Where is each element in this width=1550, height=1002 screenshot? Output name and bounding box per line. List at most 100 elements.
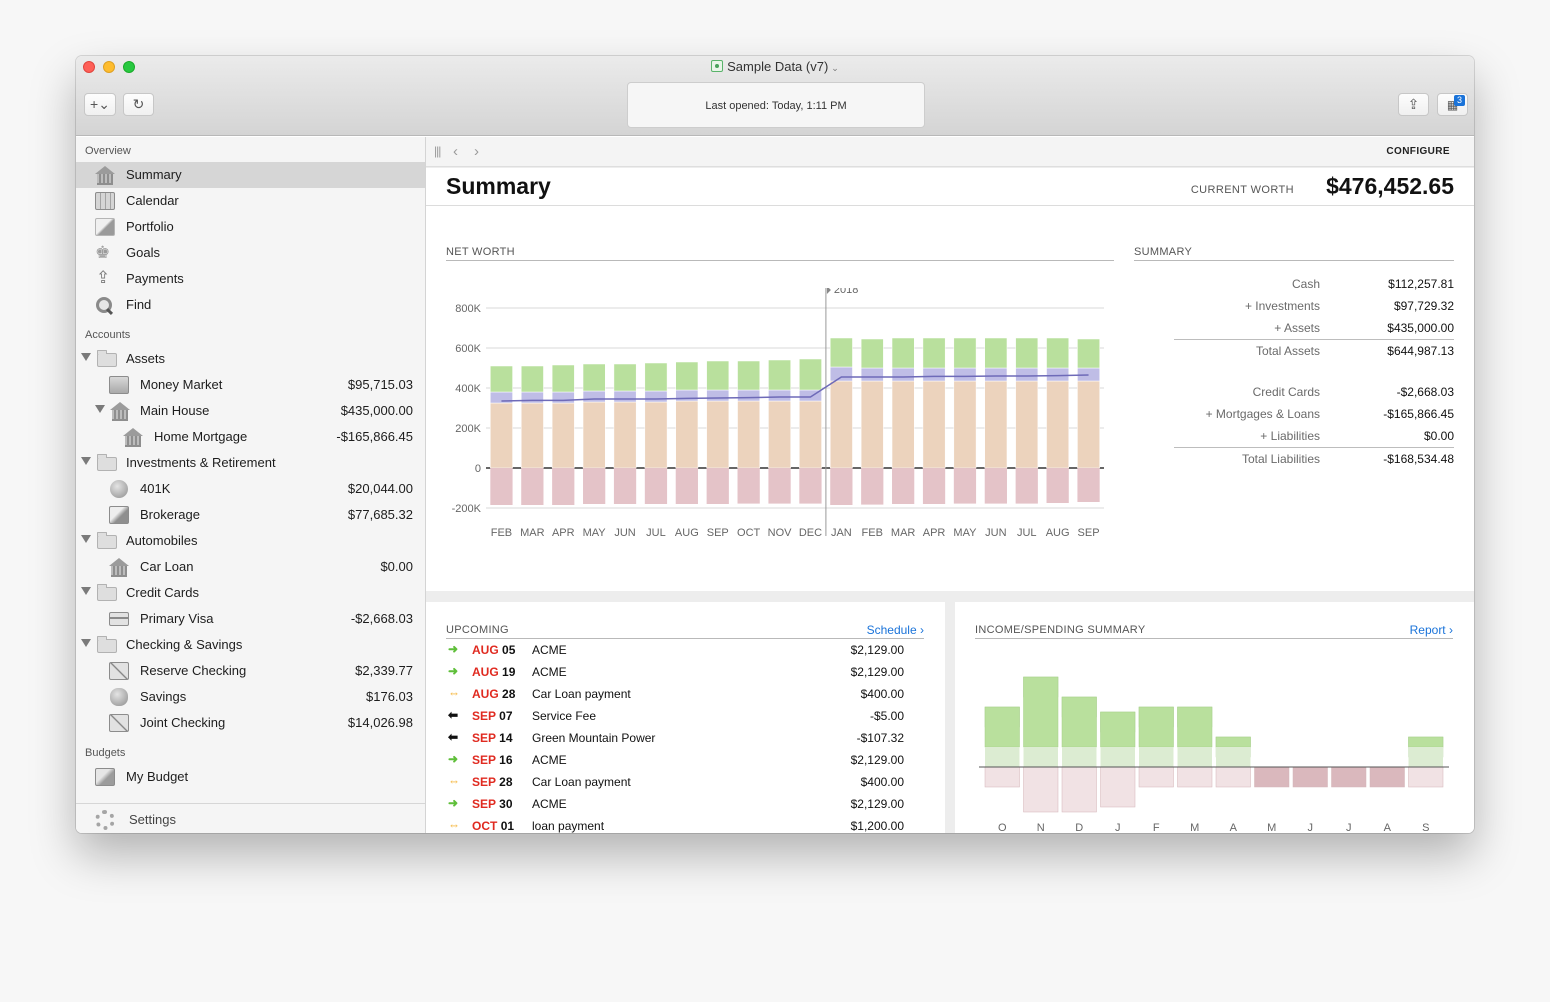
upcoming-row[interactable]: ⬅ SEP 07 Service Fee -$5.00 — [446, 705, 924, 727]
account-main-house[interactable]: Main House $435,000.00 — [76, 398, 425, 424]
disclosure-triangle-icon[interactable] — [81, 353, 91, 361]
net-worth-bar-segment — [829, 380, 853, 469]
configure-button[interactable]: CONFIGURE — [1386, 146, 1450, 157]
account-reserve-checking[interactable]: Reserve Checking $2,339.77 — [76, 658, 425, 684]
net-worth-bar-segment — [644, 390, 668, 403]
upcoming-date: SEP 07 — [472, 709, 513, 723]
disclosure-triangle-icon[interactable] — [95, 405, 105, 413]
liability-bar — [552, 468, 575, 505]
forward-arrow-icon[interactable]: › — [474, 143, 479, 160]
account-label: Home Mortgage — [154, 429, 248, 444]
minimize-window-button[interactable] — [103, 61, 115, 73]
zoom-window-button[interactable] — [123, 61, 135, 73]
upcoming-title: UPCOMING — [446, 624, 924, 639]
document-title[interactable]: Sample Data (v7) ⌄ — [76, 59, 1474, 74]
x-tick-label: SEP — [1078, 527, 1100, 539]
upcoming-date: SEP 14 — [472, 731, 513, 745]
sidebar-item-portfolio[interactable]: Portfolio — [76, 214, 425, 240]
net-worth-bar-segment — [984, 367, 1008, 382]
account-joint-checking[interactable]: Joint Checking $14,026.98 — [76, 710, 425, 736]
x-tick-label: D — [1075, 822, 1083, 833]
account-group-credit-cards[interactable]: Credit Cards — [76, 580, 425, 606]
upcoming-payee: loan payment — [532, 819, 605, 833]
sidebar-item-calendar[interactable]: Calendar — [76, 188, 425, 214]
account-balance: $176.03 — [366, 689, 413, 704]
refresh-button[interactable]: ↻ — [123, 93, 154, 116]
net-worth-chart[interactable]: 800K 600K 400K 200K 0 -200K 2018 FEB MAR APR MAY JU… — [436, 288, 1116, 568]
account-label: Main House — [140, 403, 210, 418]
tray-upload-icon: ⇪ — [1407, 96, 1420, 112]
disclosure-triangle-icon[interactable] — [81, 639, 91, 647]
sidebar-item-summary[interactable]: Summary — [76, 162, 425, 188]
add-button[interactable]: +⌄ — [84, 93, 116, 116]
account-money-market[interactable]: Money Market $95,715.03 — [76, 372, 425, 398]
summary-value: $0.00 — [1423, 429, 1454, 443]
export-button[interactable]: ⇪ — [1398, 93, 1429, 116]
x-tick-label: DEC — [799, 527, 822, 539]
transfer-arrow-icon: ⇔ — [448, 818, 460, 832]
sidebar-item-label: My Budget — [126, 769, 189, 784]
account-label: Credit Cards — [126, 585, 199, 600]
trophy-icon: ♚ — [95, 243, 111, 262]
calendar-icon — [95, 192, 115, 210]
account-group-automobiles[interactable]: Automobiles — [76, 528, 425, 554]
account-car-loan[interactable]: Car Loan $0.00 — [76, 554, 425, 580]
bank-icon — [109, 558, 129, 577]
upcoming-payee: Green Mountain Power — [532, 731, 656, 745]
disclosure-triangle-icon[interactable] — [81, 535, 91, 543]
upcoming-row[interactable]: ➜ AUG 19 ACME $2,129.00 — [446, 661, 924, 683]
net-worth-bar-segment — [799, 400, 822, 469]
account-group-investments[interactable]: Investments & Retirement — [76, 450, 425, 476]
upcoming-row[interactable]: ⇔ SEP 28 Car Loan payment $400.00 — [446, 771, 924, 793]
x-tick-label: OCT — [737, 527, 761, 539]
net-worth-bar-segment — [860, 380, 884, 469]
account-group-checking-savings[interactable]: Checking & Savings — [76, 632, 425, 658]
x-tick-label: F — [1153, 822, 1160, 833]
upcoming-row[interactable]: ➜ SEP 16 ACME $2,129.00 — [446, 749, 924, 771]
current-worth-label: CURRENT WORTH — [1190, 184, 1294, 196]
y-tick-label: -200K — [452, 503, 482, 515]
close-window-button[interactable] — [83, 61, 95, 73]
account-group-assets[interactable]: Assets — [76, 346, 425, 372]
account-401k[interactable]: 401K $20,044.00 — [76, 476, 425, 502]
upcoming-row[interactable]: ➜ SEP 30 ACME $2,129.00 — [446, 793, 924, 815]
spending-bar — [984, 766, 1020, 788]
navigation-bar: ||| ‹ › CONFIGURE — [426, 137, 1474, 167]
upcoming-row[interactable]: ➜ AUG 05 ACME $2,129.00 — [446, 639, 924, 661]
upcoming-row[interactable]: ⬅ SEP 14 Green Mountain Power -$107.32 — [446, 727, 924, 749]
summary-row-mortgages-loans: + Mortgages & Loans -$165,866.45 — [1174, 403, 1454, 425]
account-brokerage[interactable]: Brokerage $77,685.32 — [76, 502, 425, 528]
disclosure-triangle-icon[interactable] — [81, 587, 91, 595]
sidebar-item-goals[interactable]: ♚ Goals — [76, 240, 425, 266]
sidebar-item-find[interactable]: Find — [76, 292, 425, 318]
sidebar-item-my-budget[interactable]: My Budget — [76, 764, 425, 790]
liability-bar — [1015, 468, 1038, 504]
disclosure-triangle-icon[interactable] — [81, 457, 91, 465]
reconcile-button[interactable]: ▦ 3 — [1437, 93, 1468, 116]
folder-icon — [97, 636, 117, 653]
net-worth-bar-segment — [520, 365, 544, 393]
net-worth-bar-segment — [582, 390, 606, 403]
spending-bar — [1254, 766, 1290, 788]
summary-label: Credit Cards — [1252, 385, 1320, 399]
upcoming-row[interactable]: ⇔ AUG 28 Car Loan payment $400.00 — [446, 683, 924, 705]
back-arrow-icon[interactable]: ‹ — [453, 143, 458, 160]
account-primary-visa[interactable]: Primary Visa -$2,668.03 — [76, 606, 425, 632]
sidebar-item-payments[interactable]: ⇪ Payments — [76, 266, 425, 292]
summary-label: + Mortgages & Loans — [1205, 407, 1320, 421]
settings-button[interactable]: Settings — [76, 803, 425, 833]
x-tick-label: M — [1190, 822, 1199, 833]
schedule-link[interactable]: Schedule › — [866, 623, 924, 637]
liability-bar — [830, 468, 853, 505]
report-link[interactable]: Report › — [1409, 623, 1453, 637]
account-balance: $77,685.32 — [347, 507, 413, 522]
account-label: Investments & Retirement — [126, 455, 276, 470]
liability-bar — [984, 468, 1007, 504]
net-worth-bar-segment — [984, 380, 1008, 469]
sidebar-toggle-icon[interactable]: ||| — [434, 144, 441, 158]
upcoming-row[interactable]: ⇔ OCT 01 loan payment $1,200.00 — [446, 815, 924, 833]
bank-icon — [123, 428, 143, 447]
account-home-mortgage[interactable]: Home Mortgage -$165,866.45 — [76, 424, 425, 450]
account-savings[interactable]: Savings $176.03 — [76, 684, 425, 710]
